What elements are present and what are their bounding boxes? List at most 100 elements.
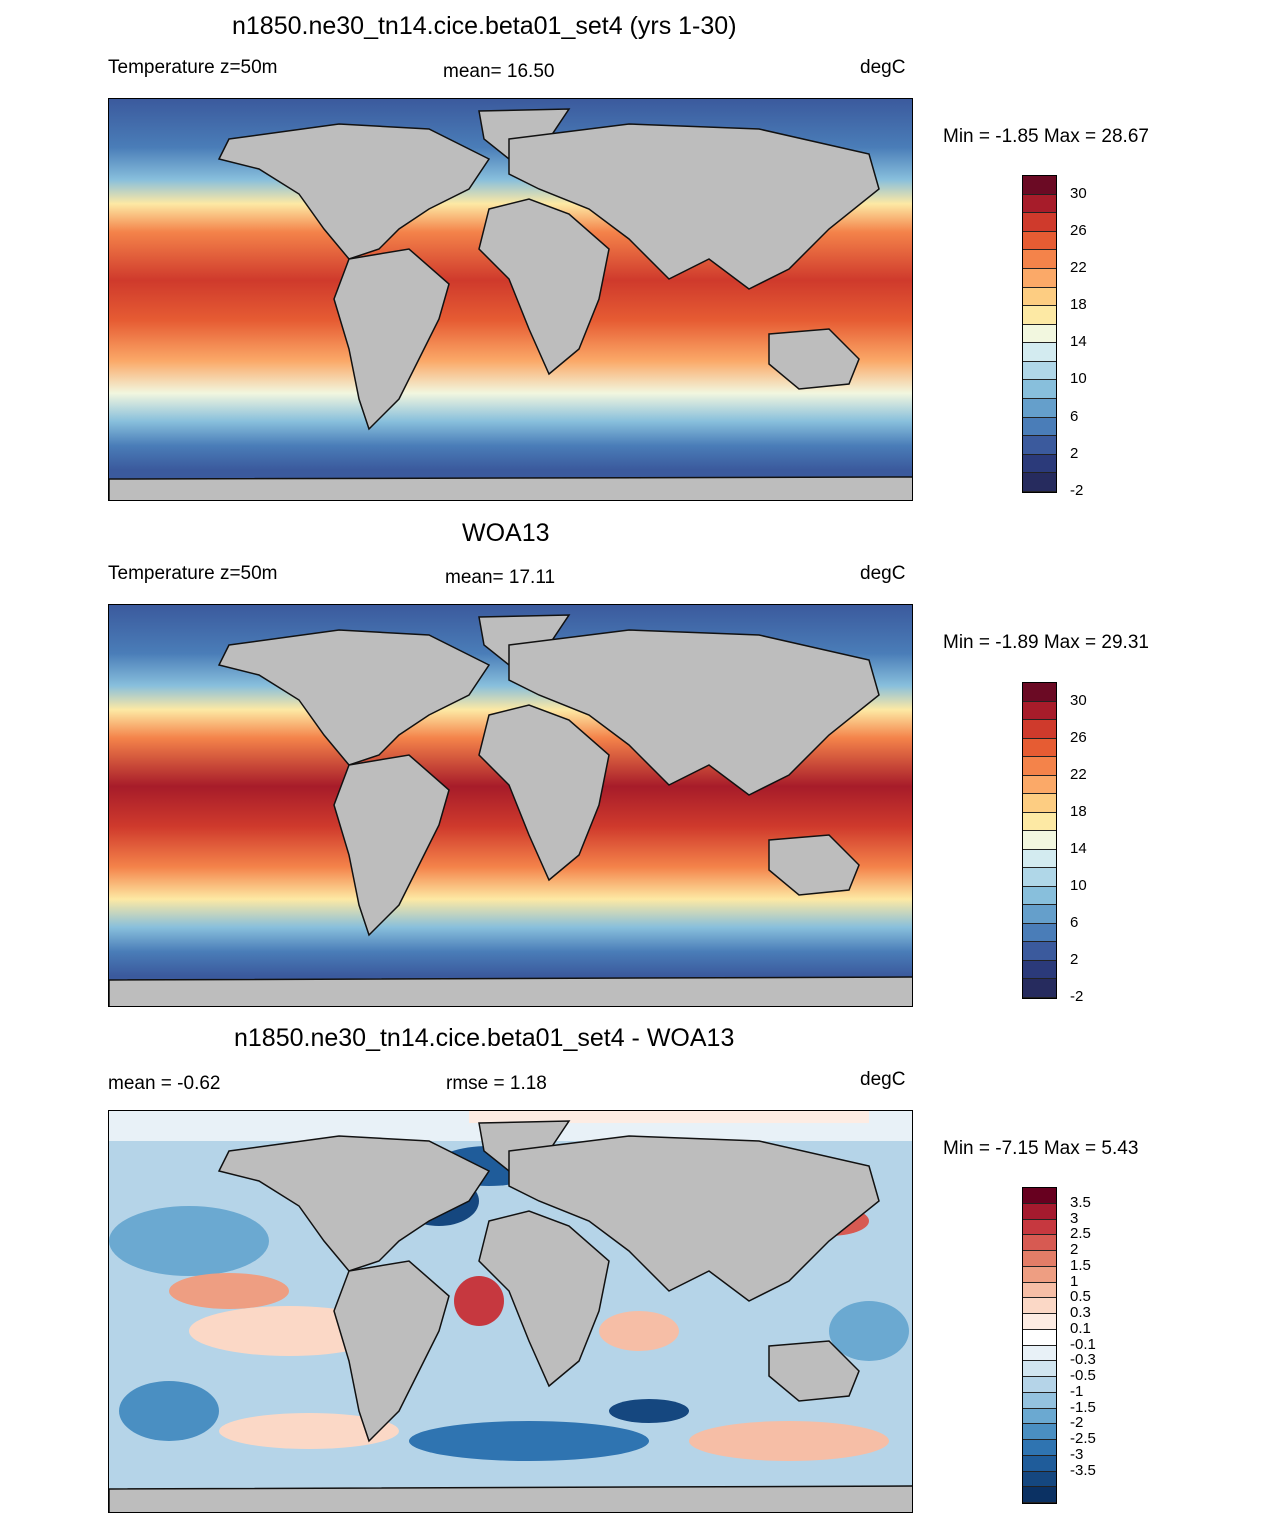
colorbar-swatch <box>1023 1455 1056 1472</box>
colorbar-label: 3 <box>1070 1209 1079 1227</box>
colorbar-swatch <box>1023 1392 1056 1409</box>
colorbar-swatch <box>1023 1251 1056 1267</box>
colorbar-swatch <box>1023 1377 1056 1393</box>
colorbar-swatch <box>1023 250 1056 269</box>
colorbar-swatch <box>1023 757 1056 776</box>
panel-3-title: n1850.ne30_tn14.cice.beta01_set4 - WOA13 <box>234 1024 735 1052</box>
colorbar-swatch <box>1023 1266 1056 1283</box>
colorbar-swatch <box>1023 436 1056 455</box>
colorbar-label: 2.5 <box>1070 1225 1091 1243</box>
panel-1-map <box>108 98 913 501</box>
colorbar-label: 1.5 <box>1070 1256 1091 1274</box>
colorbar-swatch <box>1023 942 1056 961</box>
colorbar-label: 0.3 <box>1070 1304 1091 1321</box>
colorbar-swatch <box>1023 231 1056 251</box>
colorbar-label: -2 <box>1070 1414 1084 1432</box>
colorbar-swatch <box>1023 868 1056 887</box>
colorbar-swatch <box>1023 1282 1056 1299</box>
colorbar-swatch <box>1023 831 1056 850</box>
colorbar-swatch <box>1023 176 1056 195</box>
colorbar-swatch <box>1023 794 1056 813</box>
colorbar-label: -2 <box>1070 482 1084 499</box>
colorbar-swatch <box>1023 812 1056 832</box>
colorbar-label: 22 <box>1070 258 1087 276</box>
panel-3-continents <box>109 1120 912 1512</box>
panel-2-minmax-label: Min = -1.89 Max = 29.31 <box>943 632 1149 653</box>
colorbar-swatch <box>1023 1487 1056 1503</box>
colorbar-label: -0.1 <box>1070 1335 1096 1353</box>
panel-1-mean-label: mean= 16.50 <box>443 61 555 82</box>
panel-2-map <box>108 604 913 1007</box>
colorbar-swatch <box>1023 306 1056 325</box>
panel-2-map-svg <box>109 605 912 1006</box>
colorbar-label: -0.3 <box>1070 1351 1096 1369</box>
panel-1-minmax-label: Min = -1.85 Max = 28.67 <box>943 126 1149 147</box>
colorbar-swatch <box>1023 1345 1056 1362</box>
colorbar-swatch <box>1023 213 1056 232</box>
colorbar-swatch <box>1023 454 1056 474</box>
colorbar-label: 26 <box>1070 221 1087 239</box>
colorbar-label: -1.5 <box>1070 1398 1096 1416</box>
panel-3-map-svg <box>109 1111 912 1512</box>
panel-3-minmax-label: Min = -7.15 Max = 5.43 <box>943 1138 1139 1159</box>
panel-2-units-label: degC <box>860 563 906 584</box>
colorbar-label: 30 <box>1070 184 1087 202</box>
colorbar-label: -2.5 <box>1070 1430 1096 1447</box>
colorbar-label: 2 <box>1070 444 1079 462</box>
panel-3-units-label: degC <box>860 1069 906 1090</box>
colorbar-swatch <box>1023 324 1056 344</box>
colorbar-swatch <box>1023 268 1056 288</box>
panel-2-variable-label: Temperature z=50m <box>108 563 278 584</box>
colorbar-label: 3.5 <box>1070 1193 1091 1211</box>
colorbar-swatch <box>1023 287 1056 307</box>
colorbar-label: 26 <box>1070 728 1087 746</box>
colorbar-swatch <box>1023 1314 1056 1330</box>
colorbar-label: 1 <box>1070 1272 1079 1290</box>
colorbar-label: -1 <box>1070 1382 1084 1400</box>
colorbar-label: 2 <box>1070 950 1079 968</box>
panel-1-variable-label: Temperature z=50m <box>108 57 278 78</box>
colorbar-swatch <box>1023 1203 1056 1220</box>
panel-3-mean-label: mean = -0.62 <box>108 1073 221 1094</box>
colorbar-label: 0.1 <box>1070 1319 1091 1337</box>
panel-1-map-svg <box>109 99 912 500</box>
panel-2-colorbar <box>1022 682 1057 999</box>
colorbar-swatch <box>1023 905 1056 924</box>
colorbar-label: 6 <box>1070 913 1079 931</box>
colorbar-swatch <box>1023 473 1056 492</box>
panel-3-map <box>108 1110 913 1513</box>
colorbar-swatch <box>1023 775 1056 795</box>
colorbar-label: -2 <box>1070 988 1084 1005</box>
colorbar-swatch <box>1023 1408 1056 1425</box>
colorbar-swatch <box>1023 683 1056 702</box>
colorbar-label: 22 <box>1070 765 1087 783</box>
colorbar-swatch <box>1023 1361 1056 1377</box>
panel-1-continents <box>109 108 912 500</box>
colorbar-label: 0.5 <box>1070 1288 1091 1306</box>
colorbar-swatch <box>1023 380 1056 400</box>
colorbar-swatch <box>1023 979 1056 998</box>
colorbar-label: 6 <box>1070 407 1079 425</box>
colorbar-swatch <box>1023 1329 1056 1346</box>
colorbar-swatch <box>1023 701 1056 721</box>
colorbar-swatch <box>1023 1440 1056 1456</box>
colorbar-label: -0.5 <box>1070 1367 1096 1384</box>
colorbar-swatch <box>1023 1219 1056 1236</box>
panel-2-title: WOA13 <box>462 519 550 547</box>
colorbar-swatch <box>1023 1188 1056 1204</box>
colorbar-label: 18 <box>1070 802 1087 820</box>
colorbar-swatch <box>1023 194 1056 214</box>
colorbar-label: 30 <box>1070 691 1087 709</box>
panel-2-continents <box>109 614 912 1006</box>
colorbar-label: -3 <box>1070 1445 1084 1463</box>
colorbar-label: 10 <box>1070 876 1087 894</box>
colorbar-swatch <box>1023 1471 1056 1488</box>
colorbar-swatch <box>1023 960 1056 980</box>
colorbar-label: 2 <box>1070 1241 1079 1258</box>
colorbar-swatch <box>1023 399 1056 418</box>
colorbar-swatch <box>1023 417 1056 437</box>
colorbar-swatch <box>1023 1298 1056 1314</box>
colorbar-label: 14 <box>1070 839 1087 857</box>
colorbar-swatch <box>1023 738 1056 758</box>
colorbar-swatch <box>1023 886 1056 906</box>
